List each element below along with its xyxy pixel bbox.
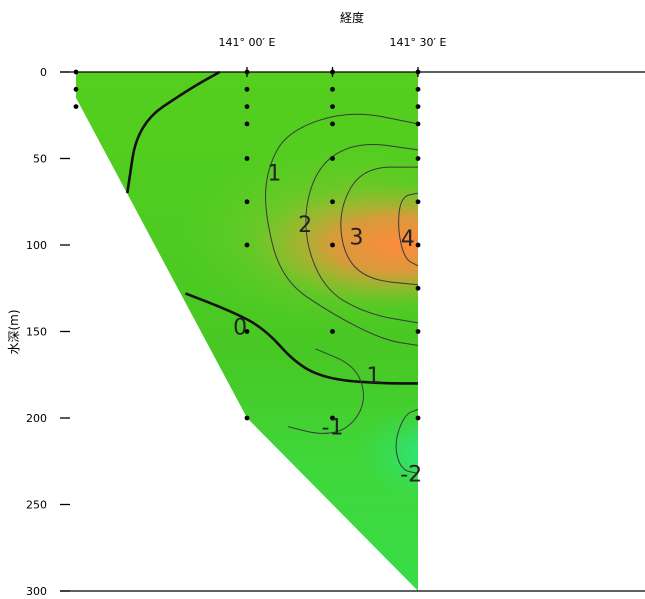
station-point-1-3 — [244, 121, 250, 127]
station-point-3-3 — [415, 121, 421, 127]
station-point-2-8 — [330, 415, 335, 421]
y-tick-label-5: 250 — [26, 499, 47, 512]
contour-label-8: -2 — [400, 462, 422, 487]
station-point-3-5 — [415, 199, 421, 205]
axes — [60, 71, 645, 592]
station-point-2-1 — [330, 86, 335, 92]
station-point-3-1 — [415, 86, 421, 92]
cold-core-fill — [354, 404, 418, 501]
y-tick-label-4: 200 — [26, 412, 47, 425]
contour-label-7: 1 — [367, 364, 381, 389]
station-point-2-5 — [330, 199, 335, 205]
station-point-2-2 — [330, 104, 335, 109]
y-ticks: 0 50 100 150 200 250 300 — [26, 66, 70, 598]
contour-label-4: 3 — [349, 225, 363, 250]
station-point-3-6 — [415, 242, 421, 248]
station-point-3-8 — [415, 329, 421, 334]
station-point-1-1 — [244, 86, 250, 92]
y-axis-title: 水深(m) — [7, 309, 21, 354]
contour-line--1-6 — [287, 348, 364, 434]
station-points — [73, 69, 421, 421]
station-point-1-2 — [244, 104, 250, 109]
station-point-1-8 — [244, 415, 250, 421]
station-point-2-3 — [330, 121, 335, 127]
contour-label-2: 1 — [267, 161, 281, 186]
y-tick-label-0: 0 — [40, 66, 47, 79]
x-tick-label-1: 141° 30′ E — [390, 36, 447, 49]
station-point-1-4 — [244, 156, 250, 161]
x-axis-title: 経度 — [340, 10, 364, 25]
station-point-3-7 — [415, 285, 421, 291]
station-point-2-6 — [330, 242, 335, 248]
y-tick-label-3: 150 — [26, 326, 47, 339]
contour-line-2-3 — [305, 143, 419, 324]
y-tick-label-2: 100 — [26, 239, 47, 252]
contour-label-0: 0 — [233, 315, 247, 340]
y-tick-label-6: 300 — [26, 585, 47, 598]
station-point-3-9 — [415, 415, 421, 421]
station-point-1-6 — [244, 242, 250, 248]
section-fill — [76, 72, 418, 591]
station-point-0-2 — [73, 104, 79, 109]
station-point-2-4 — [330, 156, 335, 161]
contour-label-3: 2 — [298, 213, 312, 238]
contour-label-5: 4 — [401, 227, 415, 252]
station-point-0-1 — [73, 86, 79, 92]
contour-line-4-5 — [398, 192, 419, 267]
contour-label-6: -1 — [322, 416, 344, 441]
station-point-1-5 — [244, 199, 250, 205]
contour-line-0-0 — [126, 70, 221, 194]
contour-line-0-1 — [184, 292, 418, 385]
contour-line-1-2 — [265, 113, 419, 346]
station-point-1-7 — [244, 329, 250, 334]
x-tick-label-0: 141° 00′ E — [219, 36, 276, 49]
contour-labels: 0 1 2 3 4 -1 1 -2 — [233, 161, 422, 487]
station-point-3-4 — [415, 156, 421, 161]
station-point-2-7 — [330, 329, 335, 334]
contour-line-3-4 — [340, 166, 419, 286]
contour-lines — [126, 70, 419, 474]
x-ticks: 141° 00′ E 141° 30′ E — [219, 36, 447, 77]
station-point-3-2 — [415, 104, 421, 109]
y-tick-label-1: 50 — [33, 153, 47, 166]
contour-line--2-8 — [395, 408, 419, 474]
